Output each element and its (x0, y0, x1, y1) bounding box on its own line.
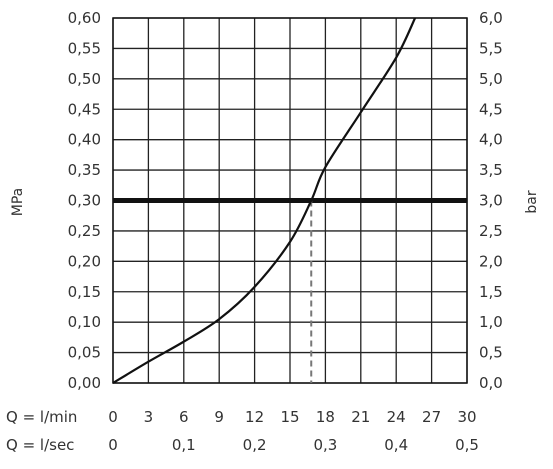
x-tick-lmin: 12 (245, 408, 264, 426)
y-tick-left: 0,10 (68, 313, 101, 331)
y-tick-left: 0,35 (68, 161, 101, 179)
x-axis-lmin-label: Q = l/min (6, 408, 77, 426)
y-tick-left: 0,40 (68, 131, 101, 149)
x-axis-lmin-ticks: 0 3 6 9 12 15 18 21 24 27 30 (108, 408, 476, 426)
y-tick-right: 3,5 (479, 161, 503, 179)
x-tick-lmin: 9 (214, 408, 224, 426)
x-tick-lmin: 27 (422, 408, 441, 426)
pressure-curve (112, 17, 417, 384)
y-tick-left: 0,55 (68, 39, 101, 57)
y-tick-right: 6,0 (479, 9, 503, 27)
x-tick-lsec: 0,3 (313, 436, 337, 454)
x-axis-lsec-label: Q = l/sec (6, 436, 74, 454)
y-tick-right: 4,5 (479, 100, 503, 118)
y-tick-right: 5,5 (479, 39, 503, 57)
y-tick-left: 0,25 (68, 222, 101, 240)
x-tick-lmin: 30 (457, 408, 476, 426)
y-tick-left: 0,15 (68, 283, 101, 301)
y-tick-left: 0,50 (68, 70, 101, 88)
y-tick-right: 0,5 (479, 344, 503, 362)
y-tick-left: 0,00 (68, 374, 101, 392)
x-tick-lmin: 21 (351, 408, 370, 426)
y-tick-right: 0,0 (479, 374, 503, 392)
y-tick-right: 1,0 (479, 313, 503, 331)
y-tick-right: 1,5 (479, 283, 503, 301)
y-tick-right: 2,5 (479, 222, 503, 240)
x-tick-lsec: 0,4 (384, 436, 408, 454)
x-tick-lmin: 6 (179, 408, 189, 426)
y-axis-right-ticks: 0,0 0,5 1,0 1,5 2,0 2,5 3,0 3,5 4,0 4,5 5,0 5,5 6,0 (479, 9, 503, 392)
x-tick-lsec: 0 (108, 436, 118, 454)
x-tick-lmin: 18 (316, 408, 335, 426)
y-tick-right: 5,0 (479, 70, 503, 88)
y-axis-right-title: bar (524, 190, 540, 213)
reference-lines (113, 198, 467, 383)
y-tick-right: 2,0 (479, 252, 503, 270)
x-tick-lsec: 0,2 (243, 436, 267, 454)
y-axis-left-title: MPa (10, 188, 26, 216)
x-axis-lsec-ticks: 0 0,1 0,2 0,3 0,4 0,5 (108, 436, 479, 454)
y-tick-right: 3,0 (479, 192, 503, 210)
y-tick-left: 0,60 (68, 9, 101, 27)
y-tick-left: 0,20 (68, 252, 101, 270)
x-tick-lmin: 15 (280, 408, 299, 426)
x-tick-lmin: 24 (387, 408, 406, 426)
x-tick-lsec: 0,5 (455, 436, 479, 454)
y-axis-left-ticks: 0,00 0,05 0,10 0,15 0,20 0,25 0,30 0,35 0,40 0,45… (68, 9, 101, 392)
y-tick-left: 0,30 (68, 192, 101, 210)
x-tick-lsec: 0,1 (172, 436, 196, 454)
y-tick-right: 4,0 (479, 131, 503, 149)
x-tick-lmin: 3 (144, 408, 154, 426)
x-tick-lmin: 0 (108, 408, 118, 426)
y-tick-left: 0,05 (68, 344, 101, 362)
y-tick-left: 0,45 (68, 100, 101, 118)
